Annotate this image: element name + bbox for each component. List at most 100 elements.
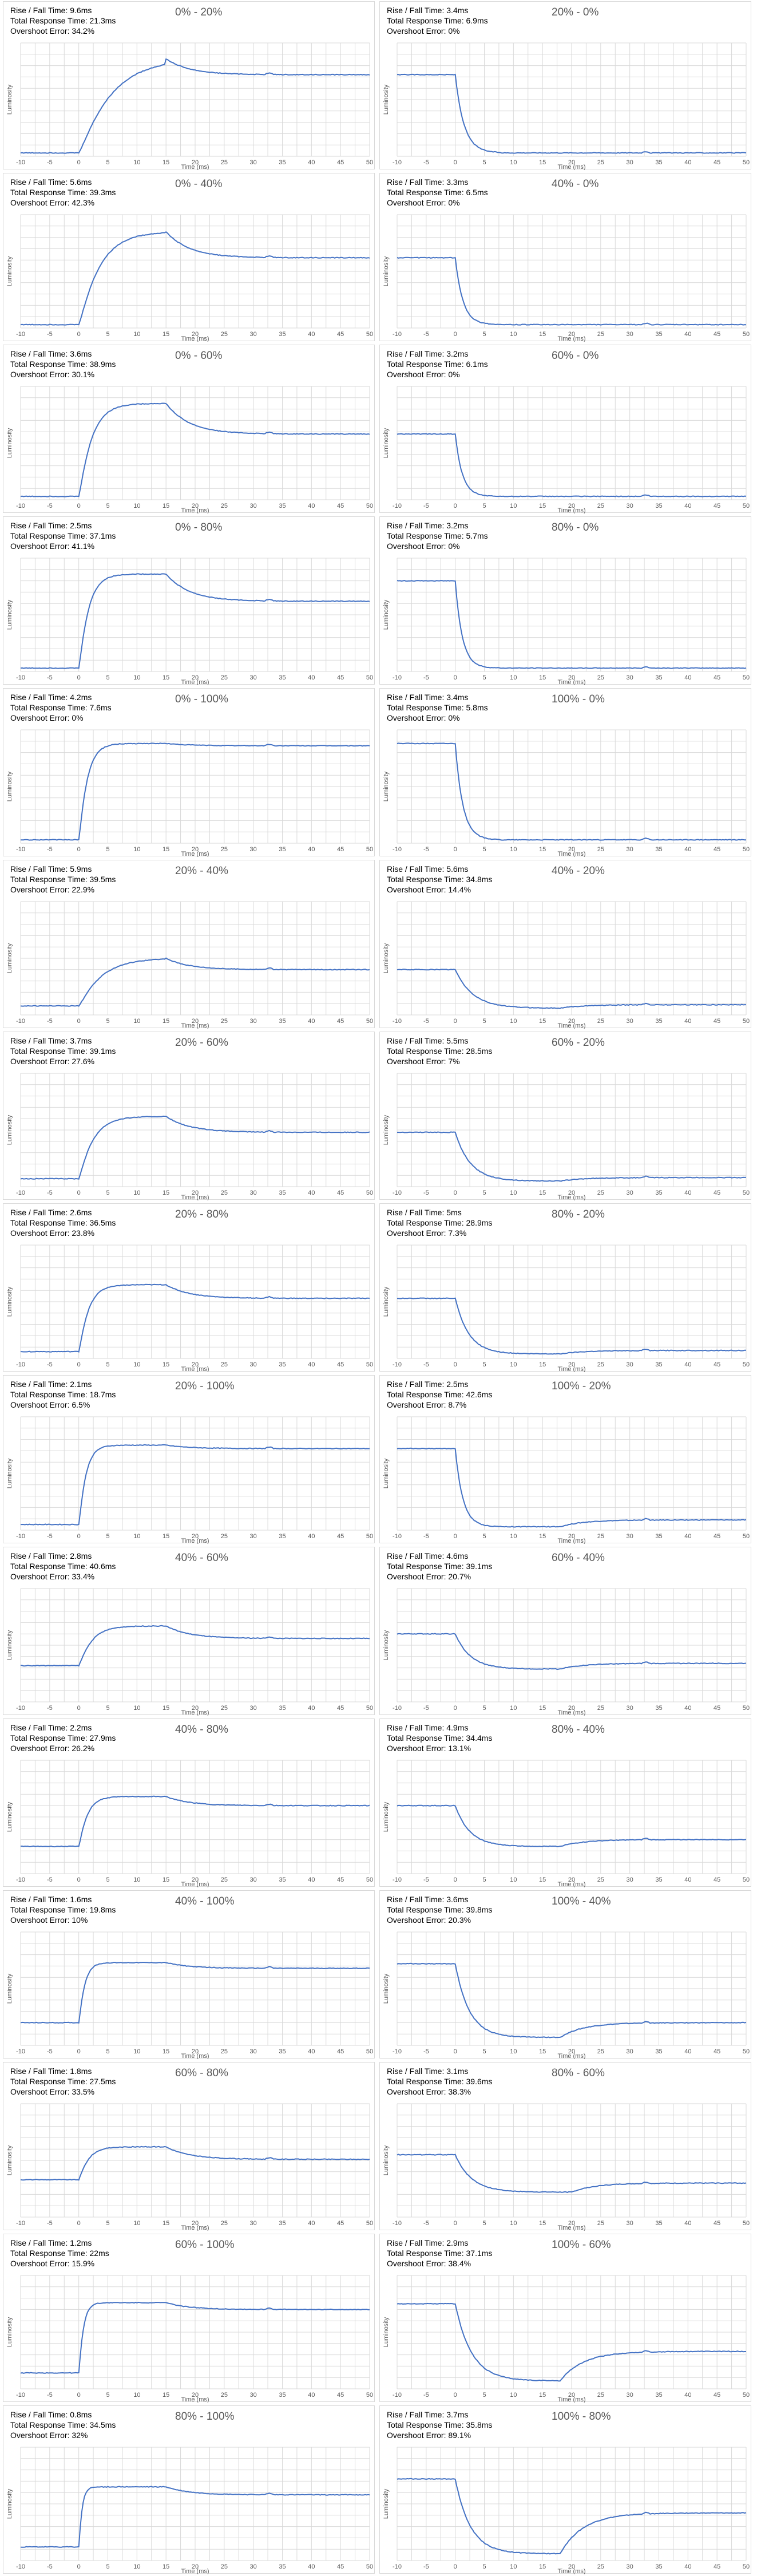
response-chart: -10 -5 0 5 10 15 20 25 30 35 40 45 50 Time (ms) Lumino…	[383, 2447, 750, 2574]
x-tick-label: 40	[308, 2392, 315, 2399]
overshoot-error: Overshoot Error: 38.3%	[387, 2087, 471, 2096]
chart-panel: -10 -5 0 5 10 15 20 25 30 35 40 45 50 Time (ms) Lumino…	[379, 2062, 751, 2231]
x-tick-label: 50	[743, 159, 750, 166]
x-tick-label: 45	[714, 1705, 720, 1712]
x-tick-label: -5	[47, 1190, 53, 1196]
x-tick-label: -5	[423, 2048, 429, 2055]
x-tick-label: 15	[162, 1705, 169, 1712]
x-tick-label: 25	[221, 2048, 228, 2055]
overshoot-error: Overshoot Error: 22.9%	[10, 885, 95, 894]
stats-block: Rise / Fall Time: 5.6ms Total Response Ti…	[387, 864, 492, 895]
response-chart: -10 -5 0 5 10 15 20 25 30 35 40 45 50 Time (ms) Lumino…	[383, 1244, 750, 1372]
response-chart: -10 -5 0 5 10 15 20 25 30 35 40 45 50 Time (ms) Lumino…	[6, 42, 373, 170]
x-tick-label: 40	[308, 1018, 315, 1025]
gridlines	[20, 1244, 370, 1359]
x-tick-label: 30	[250, 1190, 257, 1196]
chart-panel: -10 -5 0 5 10 15 20 25 30 35 40 45 50 Time (ms) Lumino…	[3, 1, 375, 170]
luminosity-line	[20, 2301, 370, 2374]
x-tick-label: 35	[655, 331, 662, 338]
x-tick-label: 50	[743, 1190, 750, 1196]
y-axis-label: Luminosity	[6, 1801, 13, 1832]
gridlines	[397, 1073, 747, 1187]
x-tick-label: 10	[510, 1190, 517, 1196]
x-tick-label: 20	[192, 1533, 199, 1540]
y-axis-label: Luminosity	[383, 2317, 390, 2347]
x-tick-label: -10	[16, 1018, 25, 1025]
x-tick-label: 0	[77, 1705, 81, 1712]
x-tick-label: 10	[510, 674, 517, 681]
x-tick-label: 40	[308, 846, 315, 853]
chart-panel: -10 -5 0 5 10 15 20 25 30 35 40 45 50 Time (ms) Lumino…	[379, 1547, 751, 1716]
x-tick-label: 30	[627, 331, 633, 338]
x-tick-label: 20	[192, 846, 199, 853]
x-tick-label: 10	[133, 2220, 140, 2227]
gridlines	[397, 1931, 747, 2046]
response-chart: -10 -5 0 5 10 15 20 25 30 35 40 45 50 Time (ms) Lumino…	[383, 214, 750, 342]
x-tick-label: 50	[743, 1018, 750, 1025]
x-tick-label: -5	[423, 2220, 429, 2227]
x-tick-label: 35	[279, 1705, 286, 1712]
response-chart: -10 -5 0 5 10 15 20 25 30 35 40 45 50 Time (ms) Lumino…	[6, 2275, 373, 2403]
x-tick-label: -5	[423, 846, 429, 853]
x-tick-label: 15	[162, 846, 169, 853]
x-axis-label: Time (ms)	[557, 679, 585, 685]
x-tick-label: 50	[366, 1533, 373, 1540]
x-tick-label: 10	[133, 1705, 140, 1712]
response-chart: -10 -5 0 5 10 15 20 25 30 35 40 45 50 Time (ms) Lumino…	[383, 2275, 750, 2403]
chart-panel: -10 -5 0 5 10 15 20 25 30 35 40 45 50 Time (ms) Lumino…	[3, 345, 375, 513]
x-tick-label: 40	[308, 2563, 315, 2570]
x-tick-label: 45	[337, 503, 344, 509]
x-tick-label: 20	[568, 1361, 575, 1368]
x-tick-label: 0	[77, 1361, 81, 1368]
x-tick-label: -10	[16, 1876, 25, 1883]
total-response-time: Total Response Time: 6.9ms	[387, 16, 488, 25]
chart-title: 40% - 20%	[552, 865, 605, 877]
luminosity-line	[397, 256, 747, 326]
x-tick-label: 5	[106, 2563, 109, 2570]
x-tick-label: 0	[454, 846, 457, 853]
luminosity-line	[20, 1961, 370, 2024]
stats-block: Rise / Fall Time: 2.5ms Total Response Ti…	[387, 1379, 492, 1410]
x-axis-label: Time (ms)	[181, 851, 209, 857]
x-tick-label: 45	[337, 1361, 344, 1368]
chart-panel: -10 -5 0 5 10 15 20 25 30 35 40 45 50 Time (ms) Lumino…	[379, 345, 751, 513]
x-tick-label: 5	[106, 846, 109, 853]
x-axis-label: Time (ms)	[557, 2225, 585, 2231]
chart-panel: -10 -5 0 5 10 15 20 25 30 35 40 45 50 Time (ms) Lumino…	[379, 860, 751, 1029]
x-tick-label: 0	[77, 674, 81, 681]
chart-panel: -10 -5 0 5 10 15 20 25 30 35 40 45 50 Time (ms) Lumino…	[379, 2234, 751, 2403]
x-tick-label: -5	[47, 846, 53, 853]
luminosity-line	[397, 73, 747, 154]
x-axis-label: Time (ms)	[557, 851, 585, 857]
rise-fall-time: Rise / Fall Time: 3.6ms	[10, 349, 92, 358]
response-chart: -10 -5 0 5 10 15 20 25 30 35 40 45 50 Time (ms) Lumino…	[6, 2103, 373, 2231]
x-axis-label: Time (ms)	[181, 1366, 209, 1372]
x-tick-label: 5	[482, 503, 486, 509]
x-tick-label: 25	[221, 1018, 228, 1025]
x-tick-label: 35	[279, 1190, 286, 1196]
x-tick-label: 10	[133, 1876, 140, 1883]
x-tick-label: 25	[597, 1705, 604, 1712]
x-tick-label: 0	[77, 2392, 81, 2399]
chart-panel: -10 -5 0 5 10 15 20 25 30 35 40 45 50 Time (ms) Lumino…	[379, 1375, 751, 1544]
x-tick-label: -5	[47, 503, 53, 509]
x-axis-label: Time (ms)	[557, 335, 585, 342]
x-tick-label: 35	[655, 1190, 662, 1196]
x-tick-label: -10	[16, 1705, 25, 1712]
chart-title: 20% - 40%	[175, 865, 228, 877]
x-tick-label: 5	[106, 159, 109, 166]
x-tick-label: 20	[192, 1018, 199, 1025]
x-tick-label: 30	[250, 503, 257, 509]
x-tick-label: -10	[393, 1018, 402, 1025]
luminosity-line	[397, 742, 747, 841]
x-tick-label: 0	[77, 2220, 81, 2227]
x-tick-label: 0	[77, 2048, 81, 2055]
gridlines	[397, 1416, 747, 1531]
x-tick-label: -5	[423, 1533, 429, 1540]
response-chart: -10 -5 0 5 10 15 20 25 30 35 40 45 50 Time (ms) Lumino…	[383, 1073, 750, 1200]
total-response-time: Total Response Time: 28.9ms	[387, 1218, 493, 1227]
chart-title: 20% - 60%	[175, 1037, 228, 1049]
x-tick-label: 35	[279, 503, 286, 509]
x-tick-label: 40	[308, 2220, 315, 2227]
x-tick-label: -5	[423, 1018, 429, 1025]
